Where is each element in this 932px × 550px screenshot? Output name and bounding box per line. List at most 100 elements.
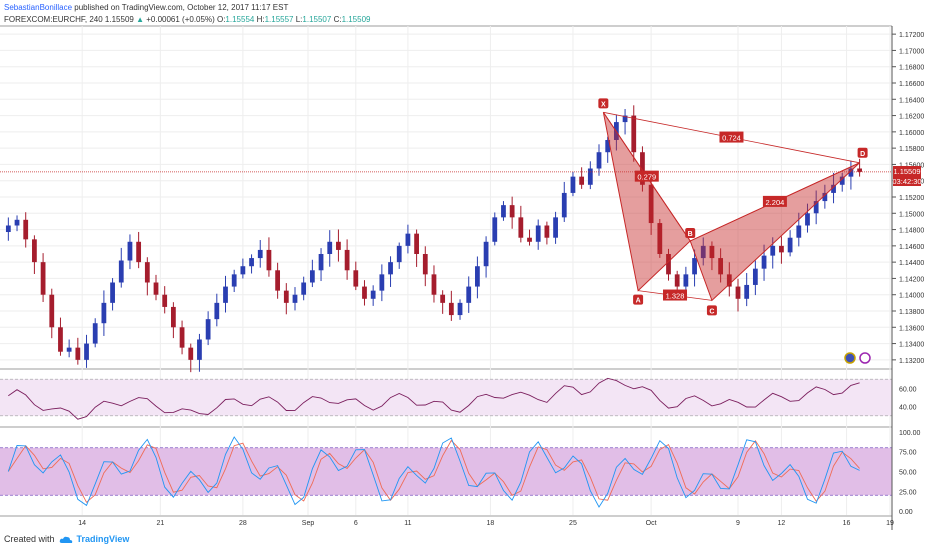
candle-body[interactable] xyxy=(822,192,828,202)
candle-body[interactable] xyxy=(49,294,55,328)
candle-body[interactable] xyxy=(709,245,715,259)
candle-body[interactable] xyxy=(483,241,489,267)
candle-body[interactable] xyxy=(683,274,689,287)
candle-body[interactable] xyxy=(136,241,142,263)
candle-body[interactable] xyxy=(144,262,150,283)
pattern-point-marker[interactable] xyxy=(857,147,868,158)
candle-body[interactable] xyxy=(327,241,333,254)
candle-body[interactable] xyxy=(857,168,862,172)
candle-body[interactable] xyxy=(796,225,802,238)
candle-body[interactable] xyxy=(805,213,810,226)
candle-body[interactable] xyxy=(657,223,663,254)
candle-body[interactable] xyxy=(535,225,541,242)
pattern-point-marker[interactable] xyxy=(633,294,644,305)
candle-body[interactable] xyxy=(353,270,359,287)
candle-body[interactable] xyxy=(492,217,498,242)
candle-body[interactable] xyxy=(231,274,237,287)
candle-body[interactable] xyxy=(275,270,281,291)
candle-body[interactable] xyxy=(527,237,532,242)
candle-body[interactable] xyxy=(666,254,671,275)
candle-body[interactable] xyxy=(32,239,37,263)
candle-body[interactable] xyxy=(127,241,133,261)
candle-body[interactable] xyxy=(92,323,98,344)
candle-body[interactable] xyxy=(779,245,784,253)
candle-body[interactable] xyxy=(344,249,350,271)
harmonic-pattern[interactable]: X A B C D 0.724 0.279 2.204 1.328 xyxy=(598,98,868,316)
candle-body[interactable] xyxy=(752,268,758,285)
candle-body[interactable] xyxy=(336,241,341,250)
symbol-label[interactable]: FOREXCOM:EURCHF, 240 xyxy=(4,15,103,24)
candle-body[interactable] xyxy=(744,284,750,299)
candle-body[interactable] xyxy=(440,294,446,303)
candle-body[interactable] xyxy=(570,176,576,193)
candle-body[interactable] xyxy=(770,245,776,256)
candle-body[interactable] xyxy=(848,168,854,177)
candle-body[interactable] xyxy=(414,233,419,254)
candle-body[interactable] xyxy=(761,255,767,269)
ratio-badge[interactable] xyxy=(663,289,688,301)
candle-body[interactable] xyxy=(301,282,307,295)
candle-body[interactable] xyxy=(240,266,246,275)
candle-body[interactable] xyxy=(379,274,385,291)
candle-body[interactable] xyxy=(205,319,211,340)
candle-body[interactable] xyxy=(587,168,593,185)
candle-body[interactable] xyxy=(5,225,11,233)
toolbar-icons[interactable] xyxy=(844,352,871,364)
candle-body[interactable] xyxy=(579,176,585,185)
candle-body[interactable] xyxy=(58,327,63,352)
candle-body[interactable] xyxy=(249,258,254,267)
candle-body[interactable] xyxy=(561,192,567,218)
candle-body[interactable] xyxy=(501,205,506,218)
candle-body[interactable] xyxy=(14,219,20,226)
candle-body[interactable] xyxy=(162,294,168,307)
candle-body[interactable] xyxy=(101,302,107,324)
candle-body[interactable] xyxy=(188,347,194,360)
candle-body[interactable] xyxy=(40,262,46,295)
candle-body[interactable] xyxy=(110,282,115,303)
candle-body[interactable] xyxy=(596,152,602,169)
candle-body[interactable] xyxy=(839,176,845,185)
candle-body[interactable] xyxy=(179,327,185,348)
candle-body[interactable] xyxy=(23,219,29,240)
candle-body[interactable] xyxy=(448,302,454,316)
pattern-point-marker[interactable] xyxy=(685,227,696,238)
candle-body[interactable] xyxy=(153,282,159,295)
candle-body[interactable] xyxy=(787,237,793,253)
candle-body[interactable] xyxy=(309,270,315,283)
candle-body[interactable] xyxy=(388,262,393,275)
candle-body[interactable] xyxy=(292,294,298,303)
candle-body[interactable] xyxy=(84,343,89,360)
candle-body[interactable] xyxy=(75,347,81,360)
candle-body[interactable] xyxy=(692,258,697,275)
candle-body[interactable] xyxy=(370,290,376,299)
author-link[interactable]: SebastianBonillace xyxy=(4,3,73,12)
candle-body[interactable] xyxy=(475,266,480,287)
candle-body[interactable] xyxy=(170,306,176,328)
candle-body[interactable] xyxy=(509,205,515,218)
candle-body[interactable] xyxy=(223,286,228,303)
globe-icon[interactable] xyxy=(844,352,856,364)
candle-body[interactable] xyxy=(283,290,289,303)
candle-body[interactable] xyxy=(466,286,472,303)
candle-body[interactable] xyxy=(631,115,637,153)
candle-body[interactable] xyxy=(197,339,202,360)
stoch-k-line[interactable] xyxy=(7,436,860,508)
tradingview-brand[interactable]: TradingView xyxy=(76,534,130,544)
price-pane[interactable] xyxy=(0,105,892,373)
candle-body[interactable] xyxy=(735,286,741,299)
candle-body[interactable] xyxy=(318,254,324,271)
candle-body[interactable] xyxy=(700,245,706,259)
candle-body[interactable] xyxy=(66,347,72,352)
candle-body[interactable] xyxy=(422,254,428,275)
candle-body[interactable] xyxy=(622,115,628,123)
ideas-icon[interactable] xyxy=(859,352,871,364)
candle-body[interactable] xyxy=(457,302,463,316)
candle-body[interactable] xyxy=(214,302,220,320)
candle-body[interactable] xyxy=(431,274,437,295)
ratio-badge[interactable] xyxy=(719,131,744,143)
candle-body[interactable] xyxy=(518,217,524,238)
ratio-badge[interactable] xyxy=(762,195,787,207)
candle-body[interactable] xyxy=(605,140,611,153)
rsi-pane[interactable] xyxy=(0,377,892,420)
